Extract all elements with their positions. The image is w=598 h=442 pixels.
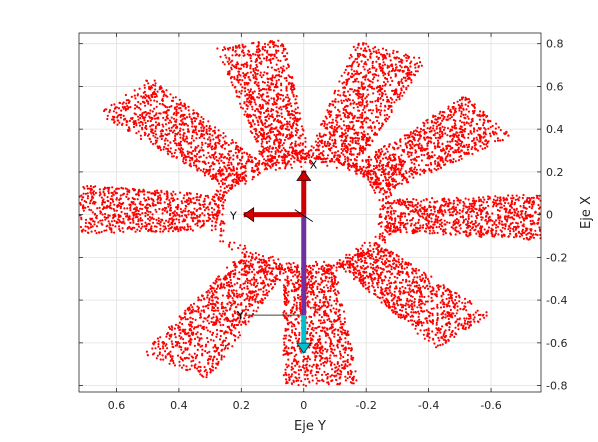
frame-y-arrow: [243, 207, 304, 223]
y-ticks: 0.8 0.6 0.4 0.2 0 -0.2 -0.4 -0.6 -0.8: [79, 38, 567, 393]
frame-y-label: Y: [229, 210, 237, 223]
frame2-x-arrow: [296, 315, 312, 354]
y-tick-label: -0.2: [546, 251, 567, 264]
x-tick-label: -0.2: [355, 399, 376, 412]
y-tick-label: 0.8: [546, 38, 564, 51]
grid: [79, 33, 541, 392]
y-tick-label: 0.4: [546, 123, 564, 136]
y-tick-label: 0.2: [546, 166, 564, 179]
scan-points: [78, 39, 542, 387]
frame-z-axis: [294, 209, 313, 222]
frame-x-label: X: [310, 159, 318, 172]
y-tick-label: -0.6: [546, 337, 567, 350]
frame-x-arrow: [296, 170, 312, 215]
y-axis-label: Eje X: [579, 196, 594, 229]
y-tick-label: -0.8: [546, 380, 567, 393]
y-tick-label: 0: [546, 209, 553, 222]
point-cloud: [78, 39, 542, 387]
frame2-y-label: Y: [236, 309, 244, 322]
x-tick-label: 0: [300, 399, 307, 412]
x-tick-label: 0.4: [170, 399, 188, 412]
x-tick-label: 0.2: [233, 399, 251, 412]
y-tick-label: -0.4: [546, 294, 567, 307]
robot-frames: Y X Y: [229, 159, 318, 354]
x-tick-label: -0.4: [418, 399, 439, 412]
x-ticks: 0.6 0.4 0.2 0 -0.2 -0.4 -0.6: [108, 33, 502, 412]
y-tick-label: 0.6: [546, 80, 564, 93]
x-tick-label: -0.6: [480, 399, 501, 412]
axes-box: [78, 32, 542, 393]
x-tick-label: 0.6: [108, 399, 126, 412]
x-axis-label: Eje Y: [294, 419, 326, 434]
